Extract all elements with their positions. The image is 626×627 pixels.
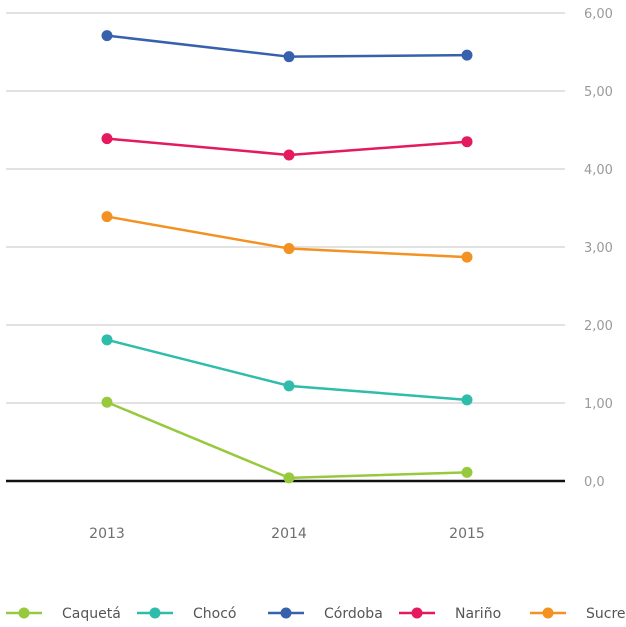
data-point xyxy=(283,243,295,255)
data-point xyxy=(101,396,113,408)
y-tick-label: 4,00 xyxy=(584,163,613,178)
legend-label: Sucre xyxy=(586,606,626,622)
legend-point-marker xyxy=(280,607,292,619)
x-tick-label: 2013 xyxy=(89,526,125,542)
data-point xyxy=(461,49,473,61)
legend-label: Córdoba xyxy=(324,606,383,622)
data-point xyxy=(283,51,295,63)
legend-point-marker xyxy=(18,607,30,619)
grid-lines xyxy=(6,12,565,483)
x-axis-ticks: 2013 2014 2015 xyxy=(89,526,485,542)
data-point xyxy=(461,394,473,406)
data-point xyxy=(283,149,295,161)
data-point xyxy=(461,136,473,148)
legend-point-marker xyxy=(149,607,161,619)
y-axis-ticks: 0,0 1,00 2,00 3,00 4,00 5,00 6,00 xyxy=(584,7,613,490)
data-point xyxy=(101,334,113,346)
data-point xyxy=(283,472,295,484)
legend-point-marker xyxy=(411,607,423,619)
data-point xyxy=(101,133,113,145)
data-point xyxy=(101,211,113,223)
legend-label: Chocó xyxy=(193,606,236,622)
data-point xyxy=(283,380,295,392)
x-tick-label: 2014 xyxy=(271,526,307,542)
series-lines xyxy=(101,30,473,484)
y-tick-label: 3,00 xyxy=(584,241,613,256)
y-tick-label: 1,00 xyxy=(584,397,613,412)
data-point xyxy=(101,30,113,42)
legend: Caquetá Chocó Córdoba Nariño Sucre xyxy=(6,606,626,622)
legend-label: Caquetá xyxy=(62,606,121,622)
y-tick-label: 2,00 xyxy=(584,319,613,334)
legend-point-marker xyxy=(542,607,554,619)
data-point xyxy=(461,466,473,478)
data-point xyxy=(461,251,473,263)
y-tick-label: 0,0 xyxy=(584,475,605,490)
series-line xyxy=(105,400,469,480)
x-tick-label: 2015 xyxy=(449,526,485,542)
y-tick-label: 5,00 xyxy=(584,85,613,100)
legend-label: Nariño xyxy=(455,606,501,622)
y-tick-label: 6,00 xyxy=(584,7,613,22)
